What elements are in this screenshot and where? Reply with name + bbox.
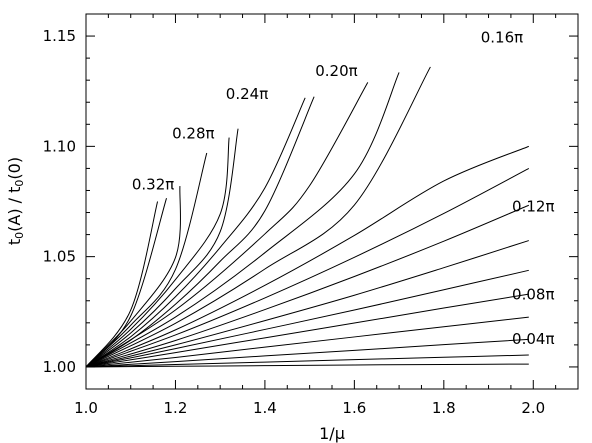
x-axis-title: 1/μ — [319, 424, 345, 443]
curve-1 — [85, 363, 529, 368]
y-axis-title: t0(A) / t0(0) — [5, 157, 26, 245]
curve-label: 0.20π — [315, 62, 357, 80]
curve-13 — [85, 82, 369, 368]
curve-7 — [85, 240, 529, 368]
curve-16 — [85, 128, 239, 368]
x-tick-label: 1.2 — [164, 399, 188, 417]
y-title-mid: (A) / t — [5, 187, 24, 232]
y-tick-label: 1.05 — [43, 248, 76, 266]
curve-14 — [85, 96, 315, 368]
curve-21 — [85, 201, 159, 368]
curve-2 — [85, 354, 529, 368]
curve-label: 0.28π — [172, 125, 214, 143]
curve-3 — [85, 338, 529, 368]
y-title-end: (0) — [5, 157, 24, 180]
x-tick-label: 1.4 — [253, 399, 277, 417]
curve-label: 0.12π — [512, 197, 554, 215]
curves — [85, 66, 530, 368]
y-title-sub-2: 0 — [13, 180, 26, 187]
x-tick-label: 1.8 — [432, 399, 456, 417]
curve-5 — [85, 293, 529, 368]
x-tick-label: 1.0 — [74, 399, 98, 417]
y-title-t: t — [5, 239, 24, 245]
curve-label: 0.32π — [132, 175, 174, 193]
tick-labels: 1.0 1.2 1.4 1.6 1.8 2.0 1.00 1.05 1.10 1.15 — [43, 27, 546, 417]
curve-6 — [85, 269, 529, 368]
y-title-sub-1: 0 — [13, 232, 26, 239]
curve-19 — [85, 186, 181, 368]
curve-label: 0.16π — [481, 29, 523, 47]
curve-15 — [85, 97, 306, 368]
curve-17 — [85, 137, 230, 368]
curve-10 — [85, 145, 529, 368]
y-tick-label: 1.15 — [43, 27, 76, 45]
curve-11 — [85, 66, 431, 368]
curve-labels: 0.16π 0.20π 0.24π 0.28π 0.32π 0.12π 0.08π 0.04π — [132, 29, 555, 348]
axis-ticks — [85, 13, 579, 390]
curve-9 — [85, 167, 530, 368]
curve-20 — [85, 198, 167, 368]
y-tick-label: 1.00 — [43, 358, 76, 376]
curve-label: 0.24π — [226, 85, 268, 103]
curve-label: 0.04π — [512, 330, 554, 348]
x-tick-label: 2.0 — [521, 399, 545, 417]
x-tick-label: 1.6 — [342, 399, 366, 417]
curve-label: 0.08π — [512, 286, 554, 304]
curve-12 — [85, 72, 400, 368]
y-tick-label: 1.10 — [43, 137, 76, 155]
curve-8 — [85, 204, 529, 368]
curve-4 — [85, 316, 529, 368]
